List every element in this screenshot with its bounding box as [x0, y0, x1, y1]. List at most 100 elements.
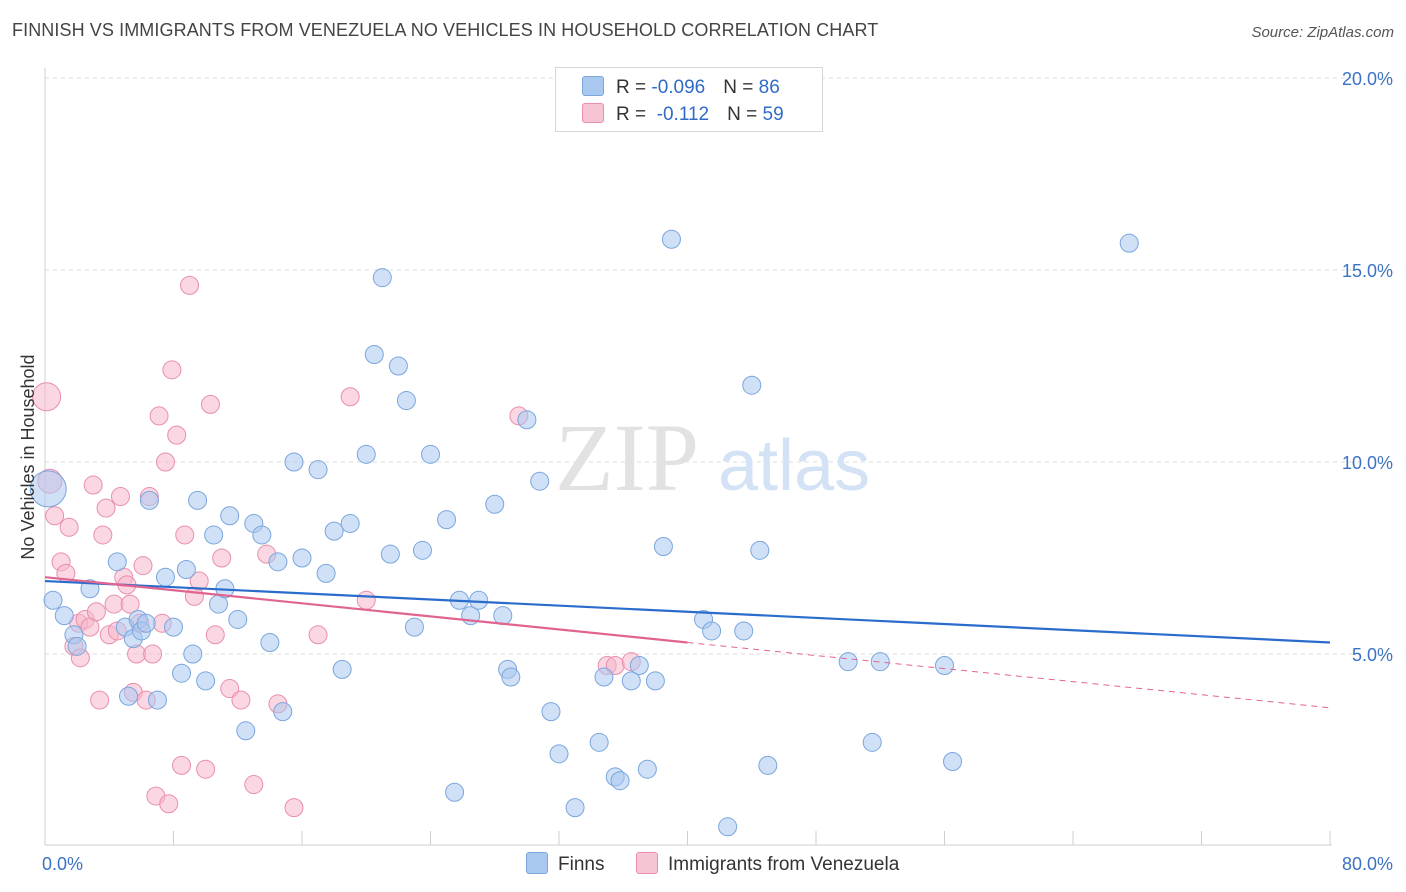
- bottom-legend-finns-label: Finns: [558, 854, 605, 875]
- finns-point: [396, 391, 416, 411]
- finns-point: [176, 560, 196, 580]
- legend-swatch-venezuela: [582, 103, 604, 123]
- venezuela-point: [93, 525, 113, 545]
- finns-point: [268, 552, 288, 572]
- x-tick-label-min: 0.0%: [42, 854, 83, 874]
- venezuela-point: [167, 425, 187, 445]
- venezuela-point: [96, 498, 116, 518]
- legend-n-value: 86: [758, 77, 780, 98]
- finns-point: [183, 644, 203, 664]
- venezuela-point: [220, 679, 240, 699]
- legend-r-value: -0.096: [651, 77, 706, 98]
- y-tick-label: 20.0%: [1342, 69, 1393, 89]
- finns-point: [139, 490, 159, 510]
- legend-n-label: N =: [727, 104, 763, 125]
- y-tick-label: 15.0%: [1342, 261, 1393, 281]
- venezuela-point: [200, 394, 220, 414]
- finns-point: [412, 540, 432, 560]
- watermark-atlas: atlas: [718, 426, 870, 506]
- finns-point: [501, 667, 521, 687]
- venezuela-point: [133, 556, 153, 576]
- finns-point: [1119, 233, 1139, 253]
- finns-point: [332, 659, 352, 679]
- venezuela-point: [32, 382, 62, 412]
- finns-point: [870, 652, 890, 672]
- finns-point: [517, 410, 537, 430]
- finns-point: [260, 632, 280, 652]
- finns-point: [943, 752, 963, 772]
- finns-point: [645, 671, 665, 691]
- finns-point: [935, 656, 954, 676]
- finns-point: [702, 621, 722, 641]
- finns-point: [530, 471, 550, 491]
- finns-point: [164, 617, 183, 637]
- y-tick-label: 10.0%: [1342, 453, 1393, 473]
- venezuela-point: [212, 548, 232, 568]
- finns-point: [565, 798, 585, 818]
- venezuela-point: [196, 759, 216, 779]
- venezuela-point: [159, 794, 179, 814]
- legend-row-finns: R = -0.096 N = 86: [582, 76, 780, 98]
- venezuela-point: [162, 360, 182, 380]
- legend-swatch-finns: [582, 76, 604, 96]
- bottom-legend-finns: Finns: [526, 852, 604, 876]
- venezuela-point: [189, 571, 209, 591]
- finns-point: [147, 690, 167, 710]
- finns-point: [220, 506, 240, 526]
- venezuela-point: [59, 517, 79, 537]
- legend-r-label: R =: [616, 104, 652, 125]
- finns-point: [252, 525, 272, 545]
- finns-point: [364, 344, 384, 364]
- finns-points: [29, 229, 1139, 837]
- finns-point: [541, 702, 561, 722]
- finns-point: [758, 755, 778, 775]
- finns-point: [661, 229, 681, 249]
- x-tick-label-max: 80.0%: [1342, 854, 1393, 874]
- finns-point: [621, 671, 641, 691]
- y-tick-label: 5.0%: [1352, 645, 1393, 665]
- bottom-swatch-finns: [526, 852, 548, 874]
- finns-point: [107, 552, 127, 572]
- finns-point: [324, 521, 344, 541]
- finns-point: [610, 771, 630, 791]
- finns-point: [653, 536, 673, 556]
- finns-point: [718, 817, 738, 837]
- finns-point: [308, 460, 328, 480]
- venezuela-trend-line: [44, 576, 688, 644]
- finns-point: [388, 356, 408, 376]
- axes: 5.0% 10.0% 15.0% 20.0% 0.0% 80.0%: [42, 68, 1393, 874]
- venezuela-point: [231, 690, 251, 710]
- bottom-swatch-venezuela: [636, 852, 658, 874]
- finns-point: [54, 606, 74, 626]
- venezuela-point: [104, 594, 124, 614]
- legend-r-value: -0.112: [651, 104, 710, 125]
- finns-point: [594, 667, 614, 687]
- venezuela-points: [32, 275, 641, 818]
- finns-point: [469, 590, 489, 610]
- finns-point: [43, 590, 63, 610]
- finns-point: [136, 613, 156, 633]
- finns-point: [228, 609, 248, 629]
- venezuela-point: [284, 798, 304, 818]
- finns-point: [119, 686, 139, 706]
- venezuela-point: [83, 475, 103, 495]
- venezuela-point: [172, 755, 192, 775]
- finns-point: [316, 563, 336, 583]
- venezuela-point: [155, 452, 175, 472]
- finns-point: [340, 513, 360, 533]
- venezuela-point: [143, 644, 163, 664]
- y-axis-title: No Vehicles in Household: [18, 354, 38, 559]
- watermark-zip: ZIP: [555, 404, 699, 511]
- finns-point: [380, 544, 400, 564]
- venezuela-point: [90, 690, 110, 710]
- bottom-legend-venezuela-label: Immigrants from Venezuela: [668, 854, 900, 875]
- grid: [45, 77, 1365, 655]
- finns-point: [485, 494, 505, 514]
- finns-point: [404, 617, 424, 637]
- venezuela-point: [340, 387, 360, 407]
- finns-point: [236, 721, 256, 741]
- venezuela-point: [127, 644, 147, 664]
- source-credit: Source: ZipAtlas.com: [1251, 24, 1394, 41]
- finns-trend-line: [44, 579, 1331, 644]
- legend-n-label: N =: [723, 77, 759, 98]
